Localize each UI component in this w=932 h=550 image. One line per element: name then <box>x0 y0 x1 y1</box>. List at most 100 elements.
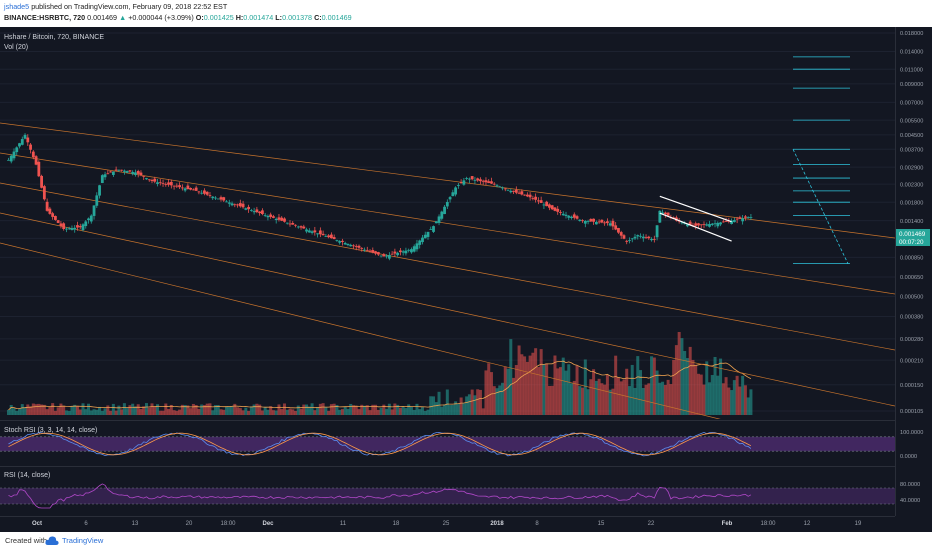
candle-body <box>111 171 115 175</box>
volume-bar <box>545 363 549 415</box>
candle-body <box>12 151 16 159</box>
candle-body <box>78 226 82 228</box>
volume-bar <box>644 384 648 415</box>
candle-body <box>9 155 13 162</box>
volume-bar <box>558 367 562 415</box>
volume-bar <box>650 356 654 415</box>
candle-body <box>655 225 659 238</box>
volume-bar <box>600 383 604 415</box>
candle-body <box>404 250 408 254</box>
tradingview-link[interactable]: TradingView <box>62 536 104 545</box>
volume-bar <box>542 364 546 415</box>
volume-bar <box>296 405 300 415</box>
candle-body <box>258 211 262 214</box>
candle-body <box>236 204 239 206</box>
volume-bar <box>42 404 46 415</box>
volume-bar <box>520 354 524 415</box>
candle-body <box>498 186 502 188</box>
candle-body <box>7 159 10 161</box>
candle-body <box>156 182 159 184</box>
last-value: 0.001469 <box>87 13 118 22</box>
volume-bar <box>531 352 535 415</box>
candle-body <box>490 181 493 184</box>
volume-bar <box>180 404 184 415</box>
candle-body <box>699 224 703 226</box>
volume-bar <box>683 350 687 415</box>
volume-bar <box>191 403 195 415</box>
volume-bar <box>249 406 253 415</box>
candle-body <box>592 218 595 222</box>
volume-bar <box>470 389 474 415</box>
candle-body <box>230 203 234 206</box>
candle-body <box>614 225 618 230</box>
price-tick-label: 0.000380 <box>900 315 923 321</box>
footer: Created with TradingView <box>0 532 932 550</box>
close-value: 0.001469 <box>321 13 352 22</box>
candle-body <box>426 231 430 237</box>
wedge-lower-line <box>659 212 732 242</box>
stoch-lines <box>8 431 752 457</box>
volume-bar <box>238 408 242 415</box>
tradingview-cloud-icon <box>45 536 59 545</box>
price-tick-label: 0.005500 <box>900 118 923 124</box>
volume-bar <box>694 364 698 415</box>
candle-body <box>296 226 300 228</box>
volume-bar <box>536 366 540 415</box>
candle-body <box>586 221 590 222</box>
volume-bar <box>567 364 571 415</box>
candle-body <box>550 205 554 210</box>
channel-line <box>0 212 895 407</box>
candle-body <box>520 191 524 195</box>
time-tick-label: 25 <box>443 521 450 527</box>
volume-bar <box>365 405 369 415</box>
volume-bar <box>564 370 568 415</box>
candle-body <box>647 236 651 239</box>
candle-body <box>437 216 441 223</box>
volume-bar <box>396 404 400 415</box>
volume-bar <box>478 389 482 415</box>
volume-bar <box>523 356 527 415</box>
volume-bar <box>608 389 612 415</box>
candle-body <box>343 242 347 245</box>
candle-body <box>15 147 19 153</box>
volume-bar <box>363 405 367 415</box>
price-tick-label: 0.004500 <box>900 133 923 139</box>
volume-bar <box>547 385 551 415</box>
candle-body <box>390 253 394 255</box>
volume-bar <box>269 406 273 415</box>
candle-body <box>594 222 598 225</box>
candle-body <box>611 220 615 227</box>
candle-body <box>746 217 750 218</box>
candle-body <box>307 230 311 233</box>
volume-bar <box>78 409 82 415</box>
high-label: H: <box>235 13 244 22</box>
candle-body <box>393 251 397 254</box>
volume-bar <box>233 403 237 415</box>
candle-body <box>98 185 101 196</box>
volume-bar <box>26 404 30 415</box>
time-tick-label: 8 <box>535 521 539 527</box>
candle-body <box>266 215 270 218</box>
price-tick-label: 0.007000 <box>900 101 923 107</box>
volume-bar <box>724 377 728 415</box>
volume-bar <box>476 389 480 415</box>
volume-bar <box>385 408 389 415</box>
author-link[interactable]: jshade5 <box>4 2 30 11</box>
candle-body <box>410 249 413 253</box>
candle-body <box>719 222 722 225</box>
chart-svg[interactable]: 0.018000 0.014000 0.011000 0.009000 0.007000… <box>0 27 932 532</box>
time-tick-label: 6 <box>84 521 88 527</box>
volume-bar <box>45 409 49 415</box>
candle-body <box>622 235 626 239</box>
candle-body <box>514 189 518 193</box>
price-tick-label: 0.000500 <box>900 295 923 301</box>
candle-body <box>376 252 380 255</box>
price-tick-label: 0.003700 <box>900 147 923 153</box>
candle-body <box>95 195 99 206</box>
volume-bar <box>150 403 154 415</box>
candle-body <box>713 223 717 225</box>
volume-bar <box>260 410 264 415</box>
created-with-text: Created with <box>5 536 48 545</box>
volume-bar <box>379 407 383 415</box>
volume-bar <box>271 410 275 415</box>
